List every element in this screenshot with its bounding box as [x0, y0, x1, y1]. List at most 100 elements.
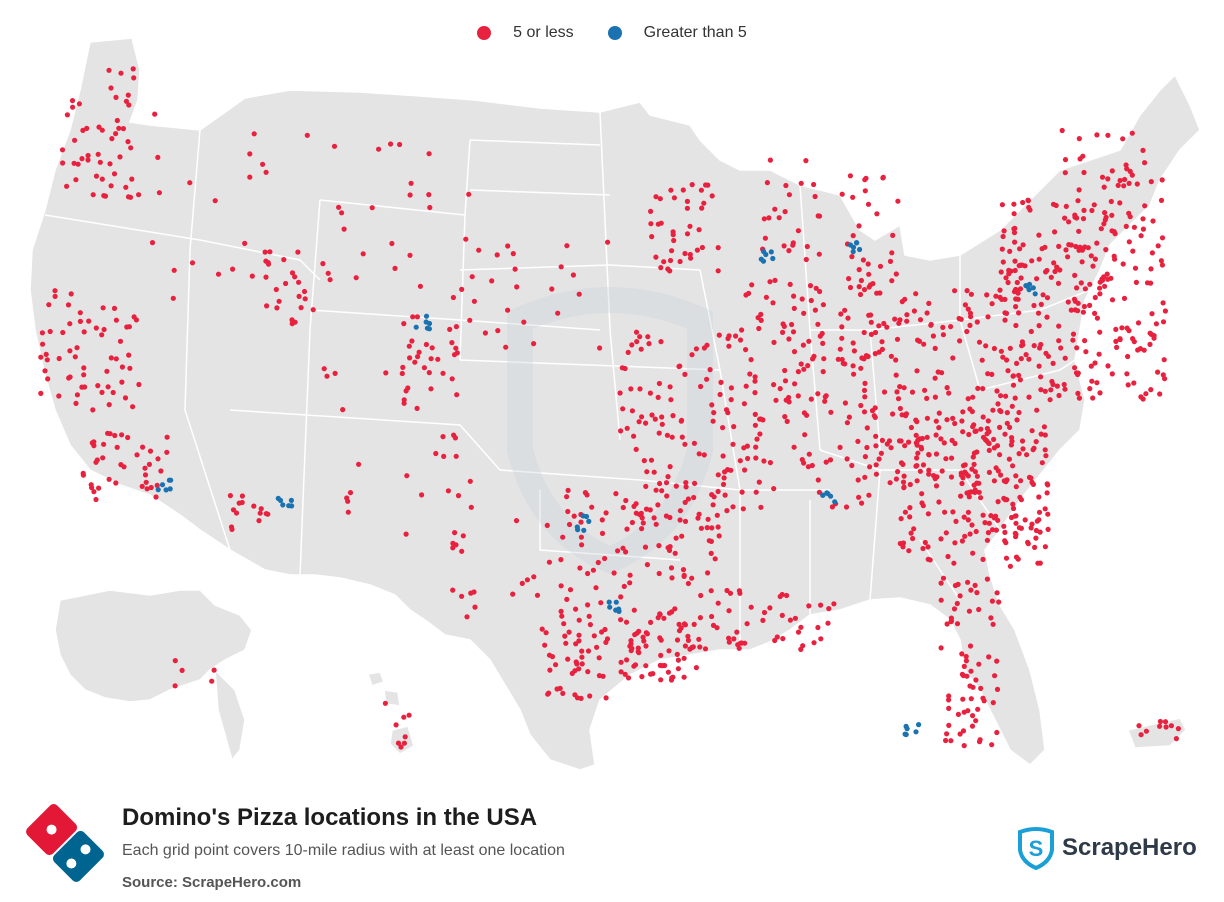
location-dot — [682, 499, 688, 505]
location-dot — [958, 493, 964, 499]
location-dot — [818, 602, 824, 608]
location-dot — [1002, 431, 1008, 437]
location-dot — [965, 473, 971, 479]
location-dot — [649, 412, 655, 418]
location-dot — [571, 513, 577, 519]
location-dot — [1054, 383, 1060, 389]
location-dot — [951, 560, 957, 566]
location-dot — [790, 242, 796, 248]
location-dot — [1109, 297, 1116, 303]
location-dot — [936, 410, 942, 416]
location-dot-high — [163, 487, 169, 493]
location-dot — [625, 349, 631, 355]
location-dot — [985, 418, 991, 424]
location-dot — [770, 300, 776, 306]
location-dot — [112, 432, 118, 439]
location-dot — [989, 527, 996, 533]
location-dot — [758, 317, 764, 323]
location-dot — [752, 378, 758, 384]
location-dot — [1000, 259, 1006, 265]
location-dot — [844, 420, 851, 426]
location-dot — [1090, 263, 1096, 269]
location-dot — [113, 131, 119, 137]
location-dot — [1159, 235, 1166, 241]
location-dot — [777, 386, 783, 392]
location-dot — [970, 684, 976, 690]
location-dot — [594, 644, 600, 650]
location-dot — [382, 700, 388, 706]
location-dot — [281, 257, 287, 263]
location-dot — [924, 395, 930, 401]
location-dot — [969, 522, 975, 528]
location-dot — [211, 667, 217, 673]
location-dot — [989, 371, 995, 377]
location-dot — [899, 412, 905, 418]
location-dot — [748, 357, 754, 363]
location-dot — [847, 173, 854, 179]
location-dot — [593, 585, 599, 591]
location-dot — [1076, 136, 1082, 142]
location-dot — [1029, 479, 1035, 485]
location-dot — [619, 365, 625, 371]
location-dot — [647, 390, 654, 396]
location-dot — [187, 180, 193, 186]
location-dot — [681, 674, 687, 680]
location-dot — [982, 520, 988, 526]
location-dot — [1036, 232, 1042, 238]
location-dot — [922, 539, 928, 546]
location-dot — [401, 714, 407, 720]
location-dot — [869, 408, 876, 414]
location-dot — [724, 587, 730, 594]
location-dot — [946, 722, 952, 729]
location-dot — [1102, 217, 1108, 223]
location-dot — [86, 318, 92, 324]
location-dot — [1157, 391, 1163, 397]
legend-item-low: 5 or less — [477, 24, 574, 42]
location-dot — [1088, 363, 1094, 369]
location-dot — [96, 124, 102, 130]
location-dot — [1131, 380, 1137, 386]
location-dot — [726, 343, 732, 349]
location-dot — [1113, 326, 1119, 332]
location-dot — [925, 544, 931, 550]
location-dot — [731, 636, 737, 642]
location-dot — [1013, 322, 1019, 329]
location-dot — [702, 646, 709, 652]
location-dot — [677, 517, 683, 523]
location-dot — [587, 622, 594, 628]
location-dot — [856, 284, 862, 290]
location-dot — [679, 533, 685, 539]
location-dot — [158, 468, 164, 474]
location-dot — [1002, 538, 1008, 544]
location-dot — [1045, 482, 1051, 488]
location-dot — [1045, 526, 1051, 532]
location-dot — [979, 357, 985, 363]
location-dot — [615, 548, 621, 554]
location-dot — [1014, 360, 1020, 366]
location-dot — [573, 606, 579, 612]
location-dot — [739, 489, 745, 495]
location-dot-high — [586, 518, 592, 524]
location-dot — [1022, 517, 1028, 523]
location-dot — [672, 550, 678, 556]
location-dot — [669, 575, 675, 581]
location-dot — [620, 545, 626, 551]
location-dot — [356, 461, 362, 467]
alaska-shape — [54, 589, 253, 703]
location-dot — [990, 407, 996, 413]
location-dot — [986, 520, 992, 526]
location-dot — [1007, 248, 1013, 254]
location-dot — [404, 473, 410, 479]
location-dot — [64, 183, 70, 189]
location-dot — [893, 372, 899, 378]
location-dot — [1016, 409, 1022, 416]
location-dot — [1019, 438, 1026, 444]
location-dot — [1035, 310, 1042, 316]
location-dot — [933, 451, 940, 457]
location-dot — [1135, 347, 1141, 353]
location-dot — [1140, 147, 1146, 153]
location-dot — [944, 621, 950, 627]
location-dot — [400, 364, 406, 370]
location-dot — [976, 606, 982, 613]
location-dot-high — [916, 722, 922, 728]
